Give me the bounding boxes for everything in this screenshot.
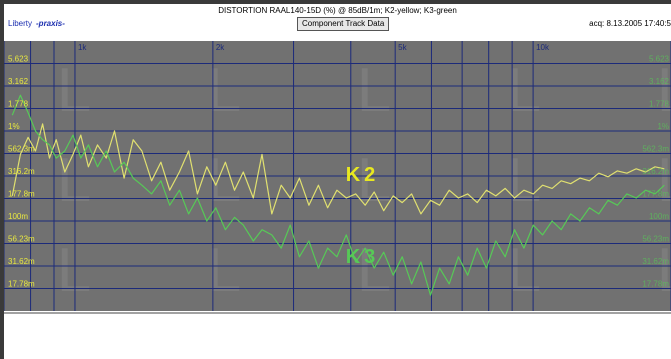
annotation-layer: K2 K3	[346, 164, 380, 268]
y-tick-label-right: 1%	[657, 122, 669, 131]
watermark-logo: L	[357, 146, 391, 215]
watermark-logo: L	[657, 146, 671, 215]
watermark-logo: L	[657, 236, 671, 305]
y-tick-label-right: 3.162	[649, 77, 670, 86]
x-tick-label: 2k	[216, 43, 225, 52]
y-tick-label: 1%	[8, 122, 20, 131]
chart-header: DISTORTION RAAL140-15D (%) @ 85dB/1m; K2…	[4, 4, 671, 36]
chart-title: DISTORTION RAAL140-15D (%) @ 85dB/1m; K2…	[218, 6, 457, 15]
chart-window: DISTORTION RAAL140-15D (%) @ 85dB/1m; K2…	[4, 4, 671, 359]
brand-logo: Liberty -praxis-	[8, 19, 65, 28]
watermark-logo: L	[207, 146, 241, 215]
y-tick-label: 1.778	[8, 100, 29, 109]
y-tick-label-right: 177.8m	[642, 190, 669, 199]
y-axis-labels: 5.623 5.623 3.162 3.162 1.778 1.778 1% 1% 562.3m…	[8, 55, 670, 289]
series-layer	[11, 94, 665, 296]
series-line-k2	[11, 123, 665, 215]
brand-logo-name: Liberty	[8, 19, 33, 28]
watermark-logo: L	[57, 56, 91, 125]
y-tick-label: 177.8m	[8, 190, 35, 199]
y-tick-label-right: 316.2m	[642, 167, 669, 176]
distortion-plot: LLLLLLLLLLLLLLL 5.6235.6233.1623.1621.77…	[4, 41, 671, 314]
watermark-logo: L	[357, 236, 391, 305]
y-tick-label-right: 562.3m	[642, 145, 669, 154]
y-tick-label: 56.23m	[8, 235, 35, 244]
y-tick-label: 100m	[8, 212, 28, 221]
y-tick-label: 316.2m	[8, 167, 35, 176]
y-tick-label: 5.623	[8, 55, 29, 64]
y-tick-label-right: 56.23m	[642, 235, 669, 244]
x-tick-label: 1k	[78, 43, 87, 52]
y-tick-label-right: 5.623	[649, 55, 670, 64]
y-tick-label-right: 31.62m	[642, 257, 669, 266]
watermark-logo: L	[207, 56, 241, 125]
y-tick-label-right: 1.778	[649, 100, 670, 109]
x-axis-labels: 1k 2k 5k 10k	[78, 43, 550, 52]
watermark-logo: L	[207, 236, 241, 305]
series-line-k3	[11, 94, 665, 296]
watermark-logo: L	[357, 56, 391, 125]
watermark-logo: L	[57, 236, 91, 305]
acquisition-timestamp: acq: 8.13.2005 17:40:5	[589, 19, 671, 28]
x-tick-label: 5k	[398, 43, 407, 52]
y-tick-label-right: 17.78m	[642, 280, 669, 289]
y-tick-label: 31.62m	[8, 257, 35, 266]
grid-layer	[4, 41, 671, 311]
brand-logo-praxis: -praxis-	[36, 19, 65, 28]
component-track-data-button[interactable]: Component Track Data	[297, 17, 390, 31]
y-tick-label: 3.162	[8, 77, 29, 86]
annotation-label-k2: K2	[346, 164, 380, 186]
y-tick-label: 562.3m	[8, 145, 35, 154]
y-tick-label: 17.78m	[8, 280, 35, 289]
watermark-logo: L	[57, 146, 91, 215]
watermark-logo: L	[657, 56, 671, 125]
annotation-label-k3: K3	[346, 246, 380, 268]
x-tick-label: 10k	[536, 43, 550, 52]
y-tick-label-right: 100m	[649, 212, 669, 221]
